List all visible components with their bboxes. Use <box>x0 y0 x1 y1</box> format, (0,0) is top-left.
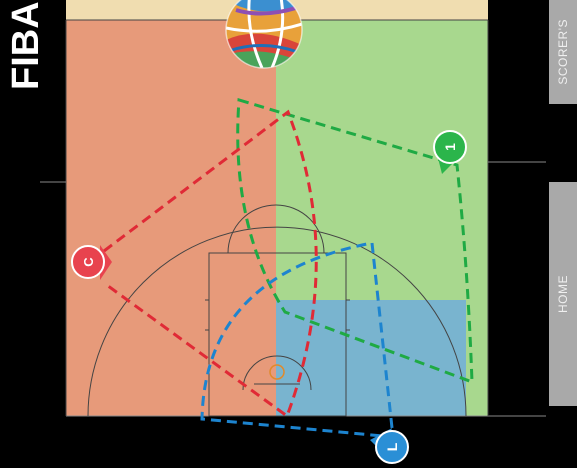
player-l-coverage <box>200 241 395 439</box>
tab-scorers-label: SCORER'S <box>556 19 570 85</box>
player-marker-c-label: C <box>81 257 96 267</box>
player-marker-1[interactable]: 1 <box>433 130 467 174</box>
player-1-coverage <box>236 98 474 385</box>
left-zone <box>66 20 276 416</box>
three-point-arc <box>87 226 467 417</box>
paint-highlight <box>276 300 466 416</box>
player-marker-1-label: 1 <box>442 143 458 151</box>
tab-scorers[interactable]: SCORER'S <box>549 0 577 104</box>
tab-home-label: HOME <box>556 275 570 313</box>
hoop <box>269 364 285 380</box>
tab-home[interactable]: HOME <box>549 182 577 406</box>
player-marker-l[interactable]: L <box>370 428 409 464</box>
fiba-logo-text: FIBA <box>6 1 46 90</box>
player-c-coverage <box>103 109 318 419</box>
restricted-arc <box>242 355 312 391</box>
fiba-basketball-logo <box>225 0 303 69</box>
free-throw-circle-top <box>227 204 325 254</box>
player-marker-l-label: L <box>384 442 400 451</box>
player-marker-c[interactable]: C <box>71 245 112 280</box>
